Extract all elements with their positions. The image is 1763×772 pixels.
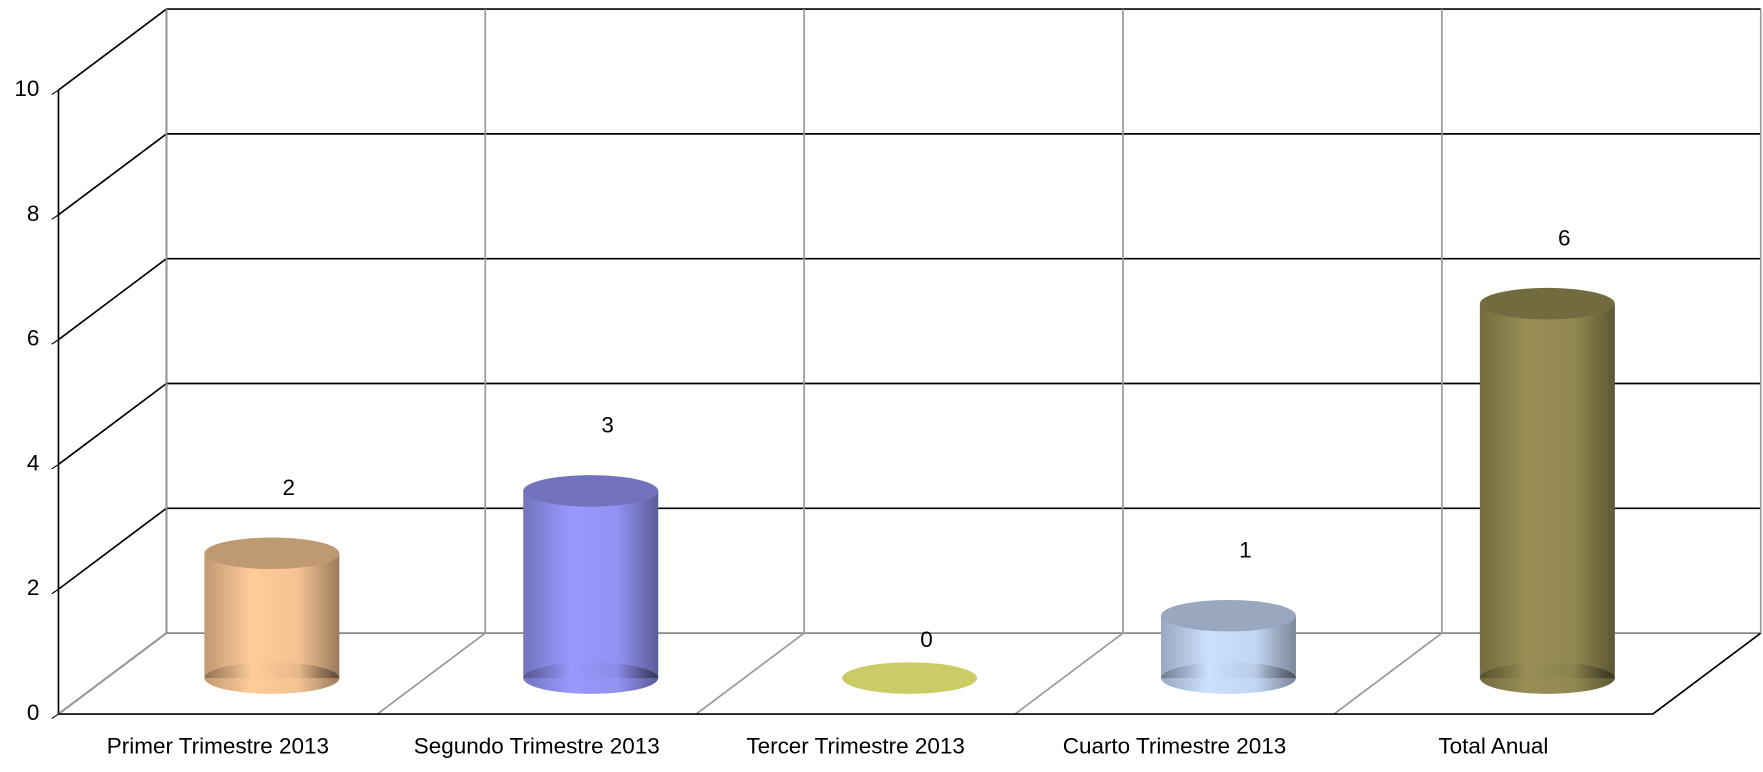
tick-mark: [51, 463, 59, 470]
x-tick-label: Segundo Trimestre 2013: [414, 734, 660, 759]
tick-mark: [51, 339, 59, 345]
bar-shade: [1479, 303, 1615, 679]
tick-mark: [51, 588, 59, 595]
grid-line: [57, 8, 167, 91]
tick-mark: [51, 89, 59, 96]
bar-top: [523, 475, 659, 507]
data-label: 2: [282, 475, 295, 500]
bar-top: [204, 537, 340, 570]
bar-top-shade: [1479, 287, 1615, 320]
x-tick-label: Tercer Trimestre 2013: [746, 734, 965, 759]
bar-top-shade: [523, 475, 659, 507]
bar-top: [1161, 599, 1296, 632]
x-tick-label: Total Anual: [1438, 734, 1548, 759]
floor-divider: [1014, 632, 1124, 715]
grid-line: [57, 133, 167, 216]
grid-line: [57, 507, 167, 590]
data-label: 6: [1558, 226, 1571, 251]
bar-top-shade: [204, 537, 340, 570]
bar: [842, 662, 978, 694]
floor-divider: [1333, 632, 1443, 715]
bar-shade: [523, 490, 659, 679]
floor-divider: [1652, 632, 1762, 715]
y-tick-label: 8: [27, 201, 40, 226]
bars: Primer Trimestre 2013 2 Segundo Trimestre …: [107, 226, 1615, 759]
data-label: 3: [601, 413, 614, 438]
floor-divider: [695, 632, 805, 715]
x-tick-label: Cuarto Trimestre 2013: [1063, 734, 1287, 759]
grid-line: [57, 382, 167, 466]
y-tick-label: 10: [14, 76, 39, 101]
floor-divider: [57, 632, 167, 715]
x-tick-label: Primer Trimestre 2013: [107, 734, 329, 759]
floor-divider: [376, 632, 486, 715]
y-tick-label: 0: [27, 700, 40, 725]
data-label: 1: [1239, 538, 1252, 563]
y-tick-label: 6: [27, 326, 40, 351]
bar-top: [1479, 287, 1615, 320]
y-tick-label: 4: [27, 450, 40, 475]
grid-line: [57, 258, 167, 341]
bar-top-shade: [1161, 599, 1296, 632]
data-label: 0: [920, 627, 933, 652]
tick-mark: [51, 214, 59, 220]
y-tick-label: 2: [27, 575, 40, 600]
tick-mark: [51, 713, 59, 720]
bar-shade: [204, 553, 340, 679]
